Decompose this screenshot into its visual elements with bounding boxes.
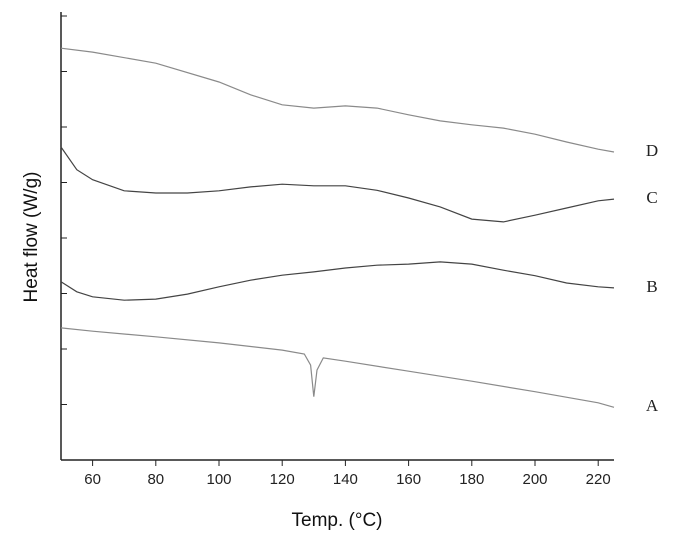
series-line (60, 261, 615, 301)
x-tick-label: 220 (586, 471, 611, 488)
x-tick-label: 160 (396, 471, 421, 488)
series-label: A (646, 396, 659, 415)
x-tick-label: 180 (459, 471, 484, 488)
series-label: C (646, 188, 657, 207)
x-tick-label: 120 (270, 471, 295, 488)
series-line (60, 146, 615, 223)
series-line (60, 47, 615, 153)
series-line (60, 327, 615, 408)
x-tick-label: 200 (522, 471, 547, 488)
x-tick-label: 100 (206, 471, 231, 488)
x-axis-title: Temp. (°C) (292, 510, 383, 531)
series-label: B (646, 277, 657, 296)
y-axis-title: Heat flow (W/g) (21, 172, 42, 303)
x-tick-label: 60 (84, 471, 101, 488)
series-label: D (646, 141, 658, 160)
x-tick-label: 140 (333, 471, 358, 488)
x-tick-label: 80 (147, 471, 164, 488)
